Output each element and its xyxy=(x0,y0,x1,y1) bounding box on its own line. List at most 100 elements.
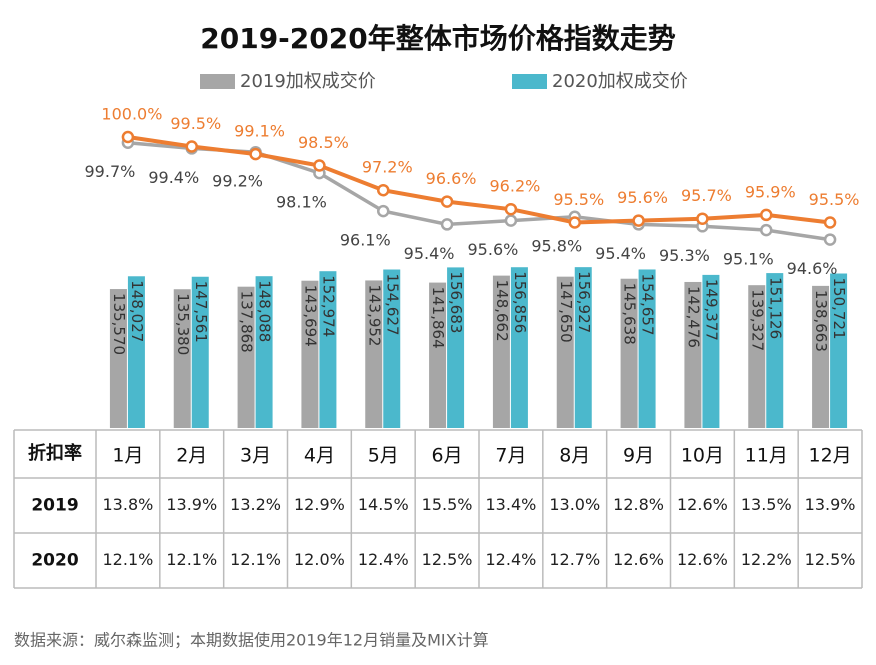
bar-value-label: 147,650 xyxy=(557,281,575,343)
table-cell: 12.9% xyxy=(294,495,345,514)
table-cell: 12.1% xyxy=(103,550,154,569)
index-label: 95.5% xyxy=(809,190,860,209)
table-cell: 12.7% xyxy=(549,550,600,569)
index-label: 99.2% xyxy=(212,172,263,191)
table-cell: 13.9% xyxy=(805,495,856,514)
bar xyxy=(556,276,574,428)
bar xyxy=(447,267,465,428)
bar-value-label: 145,638 xyxy=(621,283,639,345)
x-tick-label: 9月 xyxy=(623,445,654,467)
bar xyxy=(429,282,447,428)
index-label: 96.6% xyxy=(426,169,477,188)
table-row-label: 2020 xyxy=(31,551,78,571)
index-marker xyxy=(568,216,581,229)
index-marker xyxy=(696,212,709,225)
x-tick-label: 2月 xyxy=(176,445,207,467)
index-marker xyxy=(760,223,773,237)
x-tick-label: 6月 xyxy=(432,445,463,467)
bar-value-label: 156,927 xyxy=(575,271,593,333)
index-marker xyxy=(440,218,454,231)
table-cell: 13.5% xyxy=(741,495,792,514)
table-cell: 12.4% xyxy=(486,550,537,569)
footnote: 数据来源：威尔森监测；本期数据使用2019年12月销量及MIX计算 xyxy=(14,631,489,650)
table-cell: 14.5% xyxy=(358,495,409,514)
index-marker xyxy=(121,130,135,144)
bar xyxy=(237,286,255,428)
index-label: 99.4% xyxy=(148,168,199,187)
index-label: 95.4% xyxy=(404,244,455,263)
bar-value-label: 156,683 xyxy=(447,271,465,333)
x-tick-label: 11月 xyxy=(745,445,788,467)
x-tick-label: 4月 xyxy=(304,445,335,467)
table-cell: 13.4% xyxy=(486,495,537,514)
bar-value-label: 135,570 xyxy=(110,293,128,355)
index-label: 94.6% xyxy=(787,259,838,278)
index-label: 95.1% xyxy=(723,250,774,269)
bar-value-label: 151,126 xyxy=(766,277,784,339)
bar xyxy=(812,285,830,428)
index-marker xyxy=(823,233,837,246)
index-marker xyxy=(377,204,390,218)
index-marker xyxy=(823,216,837,229)
index-label: 99.1% xyxy=(234,122,285,141)
table-cell: 12.2% xyxy=(741,550,792,569)
index-marker xyxy=(504,214,518,227)
bar-value-label: 154,627 xyxy=(383,274,401,336)
bar-value-label: 137,868 xyxy=(238,291,256,353)
index-label: 95.6% xyxy=(617,188,668,207)
bar-value-label: 152,974 xyxy=(319,275,337,337)
bar-value-label: 142,476 xyxy=(684,286,702,348)
bar-value-label: 148,088 xyxy=(256,280,274,342)
index-marker xyxy=(377,183,390,197)
index-line xyxy=(127,135,831,225)
x-tick-label: 5月 xyxy=(368,445,399,467)
table-cell: 13.0% xyxy=(549,495,600,514)
bar xyxy=(109,289,127,428)
table-header: 折扣率 xyxy=(28,442,82,464)
index-marker xyxy=(185,140,198,153)
bar-value-label: 139,327 xyxy=(748,289,766,351)
bar xyxy=(319,271,337,428)
bar xyxy=(766,273,784,428)
index-label: 97.2% xyxy=(362,158,413,177)
index-label: 96.2% xyxy=(490,177,541,196)
bar xyxy=(702,274,720,428)
index-marker xyxy=(440,195,454,208)
index-label: 95.8% xyxy=(531,236,582,255)
x-tick-label: 8月 xyxy=(559,445,590,467)
bar-value-label: 154,657 xyxy=(639,273,657,335)
table-cell: 12.6% xyxy=(677,495,728,514)
table-cell: 12.1% xyxy=(166,550,217,569)
bar-value-label: 148,662 xyxy=(493,280,511,342)
index-label: 95.5% xyxy=(553,190,604,209)
bar xyxy=(255,276,273,428)
bar xyxy=(638,269,656,428)
index-label: 98.1% xyxy=(276,193,327,212)
bar-value-label: 143,952 xyxy=(365,284,383,346)
bar xyxy=(684,281,702,428)
bar xyxy=(301,280,319,428)
table-cell: 12.4% xyxy=(358,550,409,569)
table-cell: 12.6% xyxy=(677,550,728,569)
bar xyxy=(492,275,510,428)
index-label: 95.3% xyxy=(659,246,710,265)
table-cell: 13.8% xyxy=(103,495,154,514)
index-marker xyxy=(313,159,326,172)
chart-title: 2019-2020年整体市场价格指数走势 xyxy=(200,22,675,55)
table-cell: 15.5% xyxy=(422,495,473,514)
table-cell: 12.5% xyxy=(422,550,473,569)
legend-label: 2020加权成交价 xyxy=(552,71,688,92)
table-cell: 12.6% xyxy=(613,550,664,569)
bar-value-label: 149,377 xyxy=(702,279,720,341)
index-marker xyxy=(249,147,262,161)
x-tick-label: 1月 xyxy=(112,445,143,467)
bar-value-label: 148,027 xyxy=(128,280,146,342)
index-label: 95.6% xyxy=(468,240,519,259)
index-label: 95.9% xyxy=(745,182,796,201)
bar-value-label: 138,663 xyxy=(812,290,830,352)
index-label: 100.0% xyxy=(101,105,162,124)
x-tick-label: 12月 xyxy=(808,445,851,467)
index-label: 96.1% xyxy=(340,231,391,250)
table-cell: 12.0% xyxy=(294,550,345,569)
